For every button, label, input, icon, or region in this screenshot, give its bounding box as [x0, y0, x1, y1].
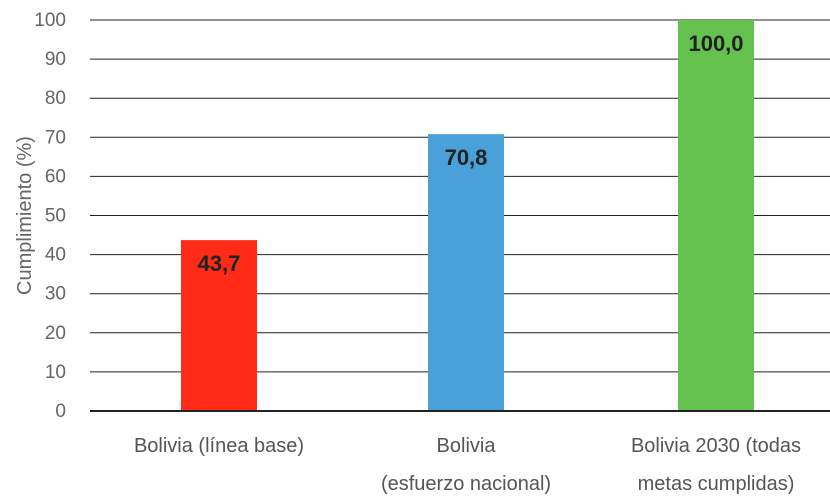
y-tick-label: 50	[45, 206, 66, 227]
y-tick-label: 60	[45, 166, 66, 187]
data-label: 70,8	[445, 145, 488, 170]
bar	[428, 134, 504, 411]
y-tick-label: 80	[45, 88, 66, 109]
data-label: 43,7	[198, 251, 241, 276]
category-label: Bolivia (línea base)	[134, 435, 304, 457]
x-axis-categories: Bolivia (línea base) Bolivia (esfuerzo nac…	[134, 435, 801, 495]
y-tick-label: 100	[34, 10, 66, 31]
bar	[181, 240, 257, 411]
y-tick-label: 30	[45, 284, 66, 305]
y-tick-label: 20	[45, 323, 66, 344]
category-label: Bolivia	[437, 435, 497, 457]
data-label: 100,0	[688, 31, 743, 56]
bars: 43,7 70,8 100,0	[90, 20, 830, 412]
y-tick-label: 90	[45, 49, 66, 70]
category-label: metas cumplidas)	[638, 473, 795, 495]
y-tick-label: 0	[55, 401, 66, 422]
category-label: Bolivia 2030 (todas	[631, 435, 801, 457]
category-label: (esfuerzo nacional)	[381, 473, 551, 495]
y-tick-label: 40	[45, 245, 66, 266]
y-tick-label: 70	[45, 127, 66, 148]
y-tick-label: 10	[45, 362, 66, 383]
y-axis-ticks: 0 10 20 30 40 50 60 70 80 90 100	[34, 10, 66, 422]
bar	[678, 20, 754, 411]
y-axis-title: Cumplimiento (%)	[14, 136, 36, 295]
